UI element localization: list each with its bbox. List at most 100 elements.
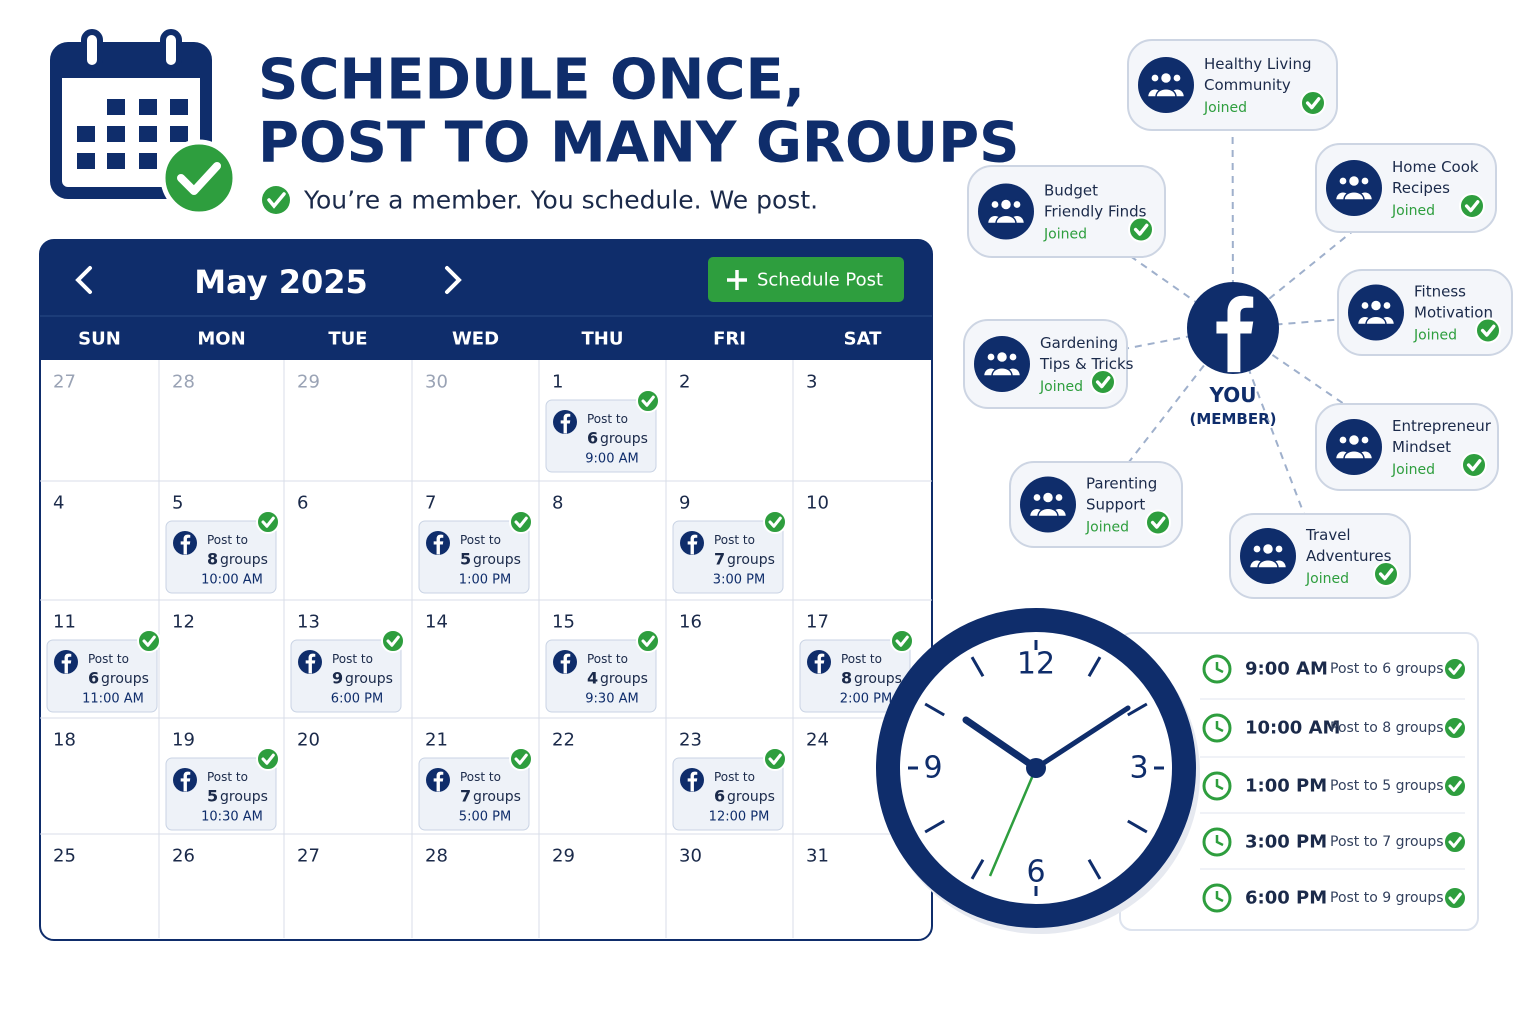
day-number: 28 xyxy=(425,846,448,867)
clock-icon-hands xyxy=(1215,779,1224,791)
facebook-icon xyxy=(54,650,78,674)
day-number: 23 xyxy=(679,730,702,751)
tagline: You’re a member. You schedule. We post. xyxy=(303,186,818,215)
group-status: Joined xyxy=(1391,462,1435,478)
day-number: 18 xyxy=(53,730,76,751)
card-count: 4 xyxy=(587,669,598,688)
post-card[interactable]: Post to 6 groups 12:00 PM xyxy=(672,747,787,831)
center-label: YOU xyxy=(1208,383,1256,407)
schedule-text: Post to 5 groups xyxy=(1330,778,1444,794)
clock-tick xyxy=(924,819,945,834)
prev-button[interactable] xyxy=(75,266,92,294)
check-icon xyxy=(137,629,161,653)
post-card[interactable]: Post to 8 groups 10:00 AM xyxy=(165,510,280,594)
day-number: 17 xyxy=(806,612,829,633)
card-label: Post to xyxy=(714,533,755,547)
post-card[interactable]: Post to 7 groups 3:00 PM xyxy=(672,510,787,594)
check-icon xyxy=(509,510,533,534)
card-unit: groups xyxy=(854,671,902,687)
check-mark xyxy=(142,635,156,647)
check-icon xyxy=(636,629,660,653)
check-circle xyxy=(763,747,787,771)
day-number: 14 xyxy=(425,612,448,633)
check-mark xyxy=(895,635,909,647)
check-circle xyxy=(1373,561,1399,587)
day-number: 6 xyxy=(297,493,308,514)
day-number: 3 xyxy=(806,372,817,393)
group-status: Joined xyxy=(1305,571,1349,587)
day-number: 12 xyxy=(172,612,195,633)
schedule-time: 9:00 AM xyxy=(1245,659,1328,680)
card-time: 12:00 PM xyxy=(709,810,770,825)
group-node: Healthy Living Community Joined xyxy=(1127,39,1338,131)
group-name: Home Cook xyxy=(1392,158,1479,176)
group-name: Fitness xyxy=(1414,283,1466,301)
person-body xyxy=(1037,507,1059,518)
check-icon xyxy=(509,747,533,771)
card-count: 7 xyxy=(460,787,471,806)
button-label[interactable]: Schedule Post xyxy=(757,270,883,291)
group-name: Mindset xyxy=(1392,438,1451,456)
second-hand xyxy=(988,767,1038,877)
icon-circle xyxy=(1240,528,1296,584)
day-number: 20 xyxy=(297,730,320,751)
post-card[interactable]: Post to 5 groups 1:00 PM xyxy=(418,510,533,594)
facebook-icon xyxy=(426,768,450,792)
check-icon xyxy=(1443,716,1467,740)
clock-icon xyxy=(1202,713,1232,743)
check-circle xyxy=(1300,90,1326,116)
group-status: Joined xyxy=(1085,520,1129,536)
next-button[interactable] xyxy=(445,266,462,294)
person-head xyxy=(1360,300,1370,311)
day-number: 21 xyxy=(425,730,448,751)
card-unit: groups xyxy=(727,552,775,568)
tagline-check xyxy=(262,186,290,214)
clock-icon xyxy=(1202,883,1232,913)
check-mark xyxy=(1464,200,1480,213)
post-card[interactable]: Post to 6 groups 9:00 AM xyxy=(545,389,660,473)
check-mark xyxy=(1448,836,1462,848)
check-icon xyxy=(1300,90,1326,116)
card-unit: groups xyxy=(220,789,268,805)
check-mark xyxy=(1378,568,1394,581)
card-count: 5 xyxy=(207,787,218,806)
day-number: 27 xyxy=(297,846,320,867)
group-name: Recipes xyxy=(1392,179,1450,197)
card-label: Post to xyxy=(587,412,628,426)
card-count: 8 xyxy=(841,669,852,688)
group-status: Joined xyxy=(1039,379,1083,395)
check-circle xyxy=(636,389,660,413)
person-head xyxy=(990,199,1000,210)
post-card[interactable]: Post to 9 groups 6:00 PM xyxy=(290,629,405,713)
group-name: Healthy Living xyxy=(1204,55,1312,73)
post-card[interactable]: Post to 6 groups 11:00 AM xyxy=(46,629,161,713)
icon-circle xyxy=(1348,284,1404,341)
day-number: 4 xyxy=(53,493,64,514)
post-card[interactable]: Post to 8 groups 2:00 PM xyxy=(799,629,914,713)
clock-tick xyxy=(924,702,945,717)
schedule-button[interactable] xyxy=(708,257,904,302)
card-unit: groups xyxy=(345,671,393,687)
check-icon xyxy=(1443,830,1467,854)
card-unit: groups xyxy=(473,789,521,805)
facebook-icon xyxy=(553,410,577,434)
schedule-text: Post to 6 groups xyxy=(1330,661,1444,677)
check-mark xyxy=(514,753,528,765)
card-count: 5 xyxy=(460,550,471,569)
icon-glyph xyxy=(180,534,191,555)
person-body xyxy=(1155,88,1177,98)
post-card[interactable]: Post to 7 groups 5:00 PM xyxy=(418,747,533,831)
day-number: 27 xyxy=(53,372,76,393)
icon-circle xyxy=(1138,57,1194,113)
person-head xyxy=(1150,73,1160,83)
icon-glyph xyxy=(814,653,825,674)
clock-numeral: 3 xyxy=(1129,751,1148,786)
weekday: TUE xyxy=(328,329,367,350)
post-card[interactable]: Post to 5 groups 10:30 AM xyxy=(165,747,280,831)
card-label: Post to xyxy=(207,533,248,547)
minute-hand xyxy=(1033,705,1131,771)
post-card[interactable]: Post to 4 groups 9:30 AM xyxy=(545,629,660,713)
person-head xyxy=(1159,71,1173,85)
person-body xyxy=(1257,559,1279,569)
day-number: 29 xyxy=(552,846,575,867)
